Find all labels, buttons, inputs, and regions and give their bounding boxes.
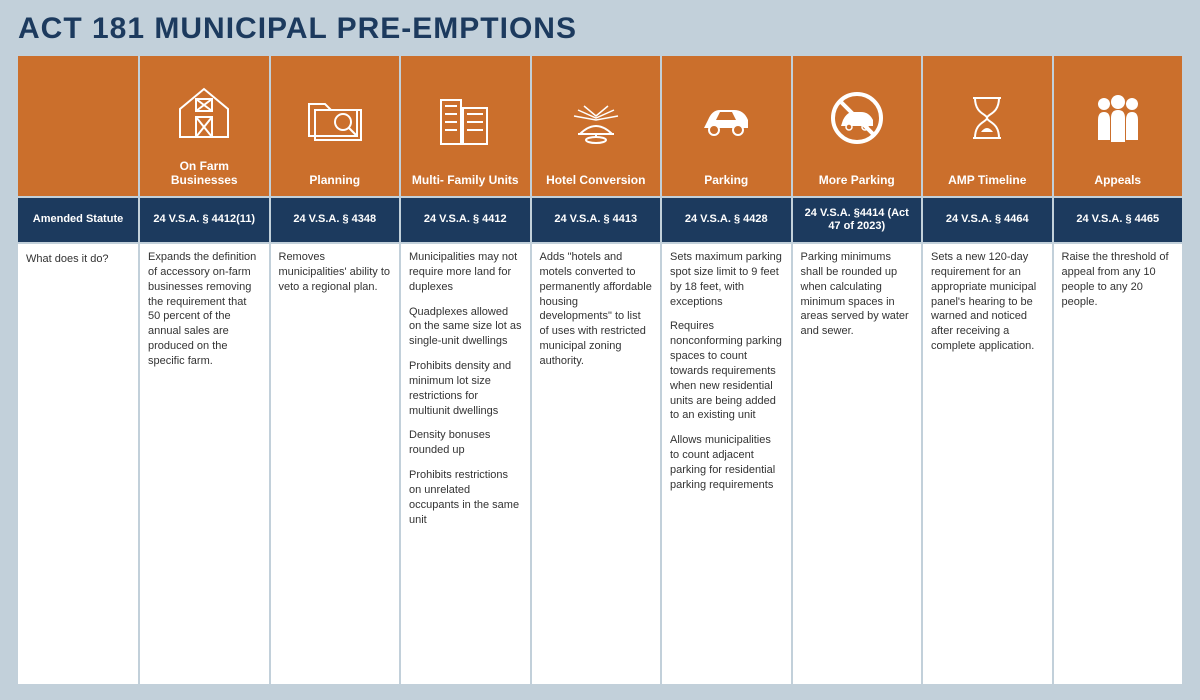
column-header: Planning [271,56,400,196]
desc-cell: Sets maximum parking spot size limit to … [662,244,791,684]
desc-paragraph: Prohibits density and minimum lot size r… [409,359,522,418]
header-blank [18,56,138,196]
people-icon [1086,62,1150,174]
statute-cell: 24 V.S.A. § 4465 [1054,198,1183,242]
preemptions-table: On Farm Businesses Planning Multi- Famil… [18,56,1182,684]
column-header: Multi- Family Units [401,56,530,196]
no-car-icon [825,62,889,174]
column-header-label: Planning [309,174,360,188]
column-header: On Farm Businesses [140,56,269,196]
column-header: More Parking [793,56,922,196]
column-header-label: On Farm Businesses [148,160,261,188]
desc-cell: Sets a new 120-day requirement for an ap… [923,244,1052,684]
desc-paragraph: Requires nonconforming parking spaces to… [670,319,783,423]
statute-cell: 24 V.S.A. § 4428 [662,198,791,242]
car-icon [694,62,758,174]
column-header: Appeals [1054,56,1183,196]
statute-cell: 24 V.S.A. § 4412 [401,198,530,242]
column-header: Parking [662,56,791,196]
statute-cell: 24 V.S.A. § 4413 [532,198,661,242]
desc-paragraph: Quadplexes allowed on the same size lot … [409,305,522,350]
column-header-label: Parking [704,174,748,188]
desc-paragraph: Removes municipalities' ability to veto … [279,250,392,295]
statute-cell: 24 V.S.A. § 4464 [923,198,1052,242]
desc-paragraph: Expands the definition of accessory on-f… [148,250,261,369]
column-header-label: AMP Timeline [948,174,1026,188]
statute-cell: 24 V.S.A. § 4348 [271,198,400,242]
desc-cell: Adds "hotels and motels converted to per… [532,244,661,684]
desc-paragraph: Allows municipalities to count adjacent … [670,433,783,492]
column-header-label: More Parking [819,174,895,188]
desc-cell: Expands the definition of accessory on-f… [140,244,269,684]
column-header: Hotel Conversion [532,56,661,196]
desc-paragraph: Sets maximum parking spot size limit to … [670,250,783,309]
desc-paragraph: Parking minimums shall be rounded up whe… [801,250,914,339]
desc-paragraph: Raise the threshold of appeal from any 1… [1062,250,1175,309]
desc-paragraph: Sets a new 120-day requirement for an ap… [931,250,1044,354]
column-header-label: Multi- Family Units [412,174,519,188]
column-header-label: Hotel Conversion [546,174,645,188]
desc-paragraph: Prohibits restrictions on unrelated occu… [409,468,522,527]
buildings-icon [433,62,497,174]
desc-cell: Parking minimums shall be rounded up whe… [793,244,922,684]
desc-paragraph: Municipalities may not require more land… [409,250,522,295]
desc-cell: Removes municipalities' ability to veto … [271,244,400,684]
desc-paragraph: Adds "hotels and motels converted to per… [540,250,653,369]
statute-cell: 24 V.S.A. §4414 (Act 47 of 2023) [793,198,922,242]
row-label-statute: Amended Statute [18,198,138,242]
desc-cell: Municipalities may not require more land… [401,244,530,684]
folder-search-icon [303,62,367,174]
barn-icon [172,62,236,160]
statute-cell: 24 V.S.A. § 4412(11) [140,198,269,242]
desc-paragraph: Density bonuses rounded up [409,428,522,458]
desc-cell: Raise the threshold of appeal from any 1… [1054,244,1183,684]
row-label-desc: What does it do? [18,244,138,684]
bell-icon [564,62,628,174]
hourglass-icon [955,62,1019,174]
column-header: AMP Timeline [923,56,1052,196]
column-header-label: Appeals [1094,174,1141,188]
page-title: ACT 181 MUNICIPAL PRE-EMPTIONS [18,12,1182,46]
